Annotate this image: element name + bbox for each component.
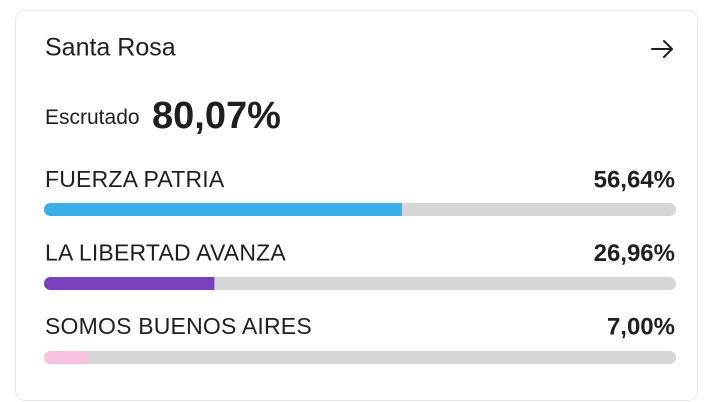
party-value: 56,64% [594,166,675,193]
scrutiny-value: 80,07% [152,95,281,137]
bar [44,203,402,216]
card-title: Santa Rosa [45,34,176,62]
bar [44,277,215,290]
party-value: 26,96% [594,240,675,267]
bar-track [44,351,676,364]
scrutiny-line: Escrutado 80,07% [45,95,281,137]
party-value: 7,00% [607,313,675,340]
party-name: LA LIBERTAD AVANZA [45,240,286,266]
scrutiny-label: Escrutado [45,106,140,129]
party-name: SOMOS BUENOS AIRES [45,313,312,339]
party-name: FUERZA PATRIA [45,166,225,192]
bar [44,351,89,364]
arrow-icon[interactable] [651,40,673,58]
